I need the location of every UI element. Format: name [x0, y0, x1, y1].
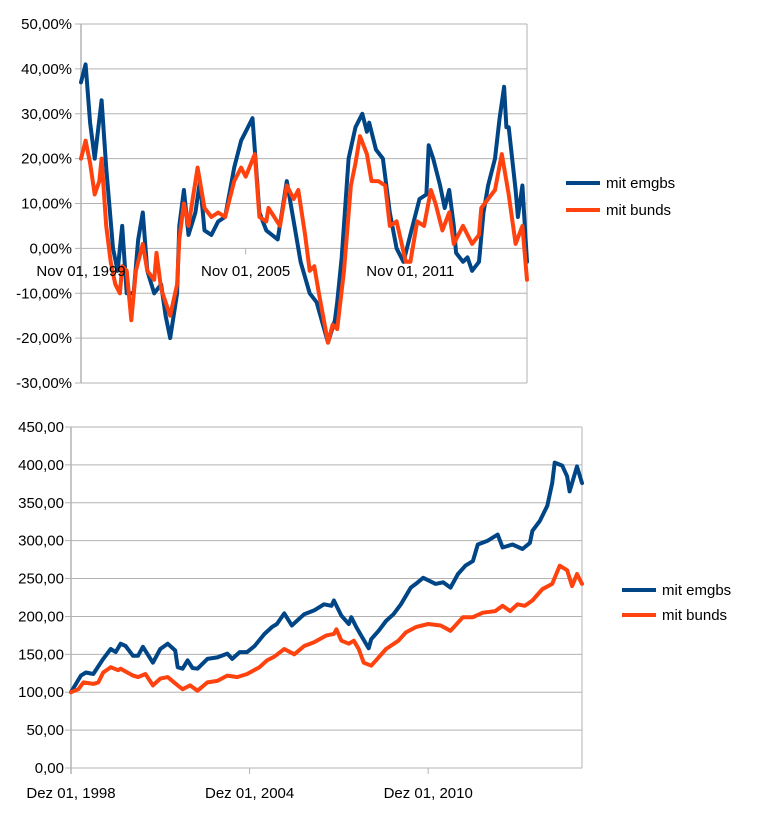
legend: mit emgbs mit bunds: [566, 175, 675, 219]
y-tick-label: 200,00: [18, 608, 64, 625]
x-tick-label: Dez 01, 2010: [384, 785, 473, 802]
x-tick-label: Nov 01, 1999: [36, 263, 125, 280]
chart-1: -30,00% -20,00% -10,00% 0,00% 10,00% 20,00% 30…: [16, 16, 675, 392]
y-tick-label: 300,00: [18, 533, 64, 550]
y-tick-label: 350,00: [18, 495, 64, 512]
legend-label: mit bunds: [606, 202, 671, 219]
y-tick-label: -20,00%: [16, 330, 72, 347]
y-tick-label: 40,00%: [21, 61, 72, 78]
y-tick-label: 20,00%: [21, 151, 72, 168]
y-tick-label: 450,00: [18, 419, 64, 436]
legend: mit emgbs mit bunds: [622, 582, 731, 624]
chart-2: 0,00 50,00 100,00 150,00 200,00 250,00 300,00 3…: [18, 419, 731, 802]
y-tick-label: 50,00: [26, 722, 64, 739]
legend-label: mit emgbs: [606, 175, 675, 192]
y-tick-label: 150,00: [18, 646, 64, 663]
y-tick-label: 50,00%: [21, 16, 72, 33]
legend-label: mit emgbs: [662, 582, 731, 599]
x-tick-label: Nov 01, 2005: [201, 263, 290, 280]
y-tick-label: -30,00%: [16, 375, 72, 392]
y-tick-label: 0,00%: [29, 240, 72, 257]
y-tick-label: 250,00: [18, 571, 64, 588]
x-tick-label: Dez 01, 2004: [205, 785, 294, 802]
y-tick-label: 400,00: [18, 457, 64, 474]
series-line-mit-emgbs: [69, 460, 584, 695]
y-tick-label: 100,00: [18, 684, 64, 701]
y-tick-label: 30,00%: [21, 106, 72, 123]
y-tick-label: -10,00%: [16, 285, 72, 302]
series-line-mit-bunds: [79, 134, 529, 345]
x-tick-label: Dez 01, 1998: [26, 785, 115, 802]
y-tick-label: 10,00%: [21, 196, 72, 213]
y-tick-label: 0,00: [35, 760, 64, 777]
x-tick-label: Nov 01, 2011: [366, 263, 454, 280]
legend-label: mit bunds: [662, 607, 727, 624]
series-line-mit-bunds: [69, 563, 584, 695]
